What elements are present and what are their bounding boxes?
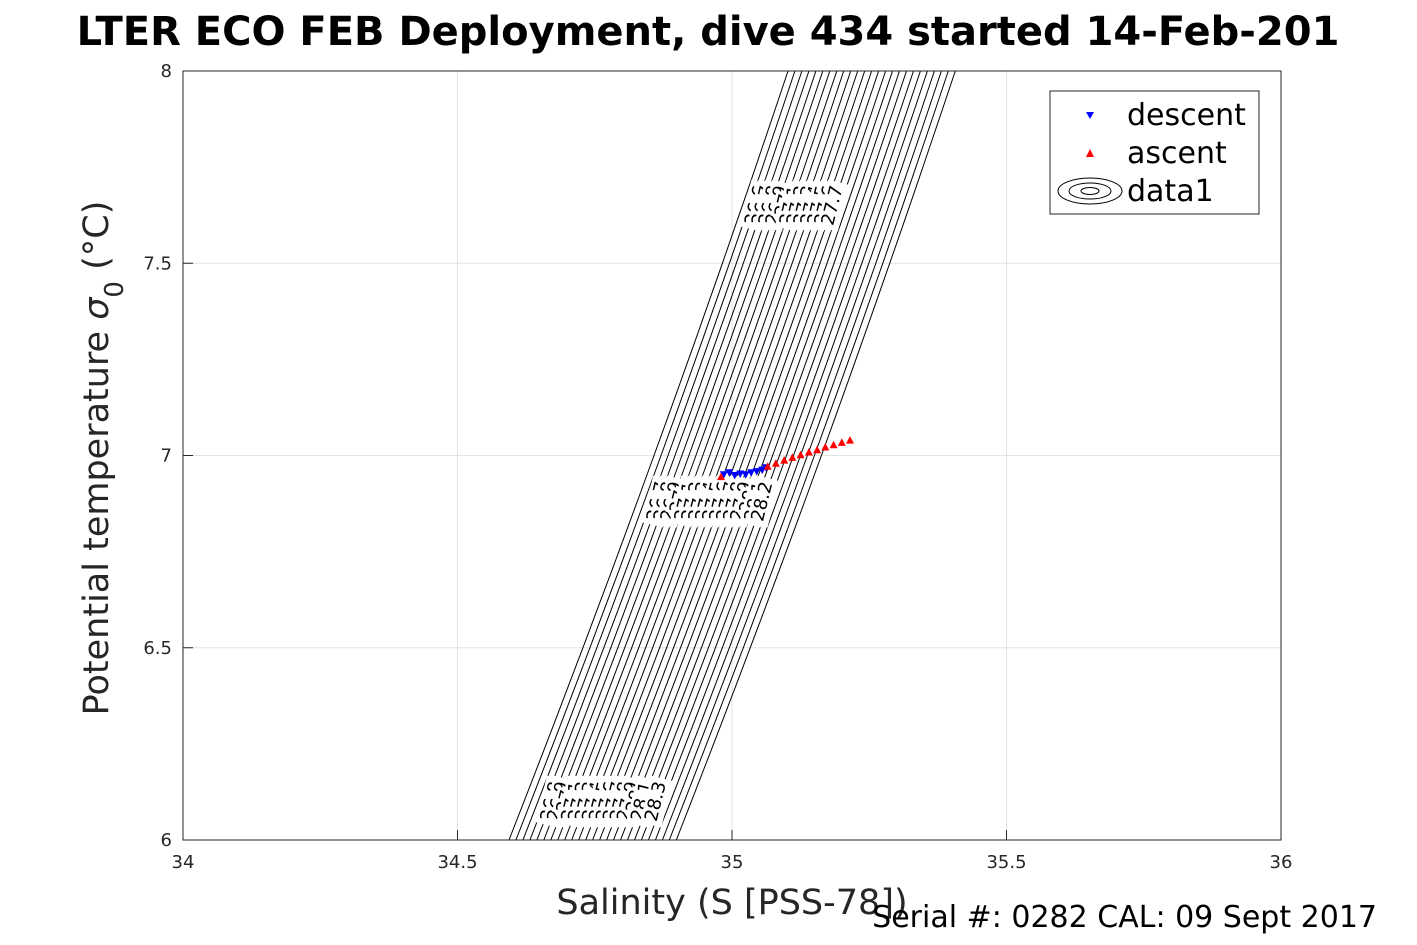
legend-ascent-marker (1086, 149, 1094, 157)
x-tick-label: 35 (721, 852, 744, 873)
y-tick-label: 7 (161, 446, 172, 467)
legend-data1-label: data1 (1127, 174, 1214, 209)
contour-label-bg (639, 775, 673, 828)
x-tick-label: 36 (1270, 852, 1293, 873)
descent-point (730, 472, 739, 480)
isopycnal-line (675, 71, 956, 840)
descent-point (741, 471, 750, 479)
legend-ascent-label: ascent (1127, 136, 1227, 171)
descent-point (752, 468, 761, 476)
axis-ticks: 34 34.5 35 35.5 36 6 6.5 7 7.5 8 (143, 61, 1292, 873)
ascent-point (771, 459, 780, 467)
isopycnal-line (668, 71, 949, 840)
legend: descent ascent data1 (1049, 90, 1260, 215)
y-tick-label: 6.5 (143, 638, 172, 659)
descent-point (725, 469, 734, 477)
ascent-point (829, 440, 838, 449)
legend-contour-icon (1057, 177, 1123, 205)
y-tick-label: 6 (161, 830, 172, 851)
isopycnal-line (543, 71, 824, 840)
ascent-point (796, 450, 805, 459)
contour-label-bg (816, 179, 850, 232)
x-tick-label: 35.5 (986, 852, 1026, 873)
isopycnal-line (606, 71, 887, 840)
descent-point (736, 470, 745, 478)
ascent-point (837, 438, 846, 446)
ascent-point (821, 443, 830, 451)
isopycnal-line (557, 71, 838, 840)
ascent-point (813, 445, 822, 454)
isopycnal-line (626, 71, 908, 840)
y-axis-label: Potential temperature σ0 (°C) (77, 201, 130, 716)
x-axis-label: Salinity (S [PSS-78]) (556, 883, 907, 923)
isopycnal-line (619, 71, 901, 840)
isopycnal-line (599, 71, 880, 840)
isopycnal-line (550, 71, 831, 840)
ascent-point (788, 453, 797, 461)
descent-point (758, 466, 767, 475)
isopycnal-line (592, 71, 873, 840)
legend-descent-marker (1086, 112, 1094, 119)
isopycnal-line (633, 71, 915, 840)
data-series (717, 436, 854, 481)
isopycnal-line (536, 71, 817, 840)
ascent-point (804, 448, 813, 456)
isopycnal-line (585, 71, 866, 840)
ascent-point (717, 472, 725, 481)
isopycnal-line (529, 71, 810, 840)
y-tick-label: 7.5 (143, 253, 172, 274)
isopycnal-line (508, 71, 789, 840)
isopycnal-line (578, 71, 859, 840)
isopycnal-line (564, 71, 845, 840)
contour-label-bg (746, 475, 780, 528)
x-tick-label: 34.5 (437, 852, 477, 873)
isopycnal-line (571, 71, 852, 840)
y-tick-label: 8 (161, 61, 172, 82)
isopycnal-line (640, 71, 921, 840)
x-tick-label: 34 (172, 852, 195, 873)
descent-point (719, 471, 728, 479)
density-contours (508, 71, 956, 840)
isopycnal-line (522, 71, 803, 840)
ascent-point (763, 462, 772, 470)
descent-point (747, 469, 756, 477)
legend-descent-label: descent (1127, 98, 1246, 133)
ascent-point (780, 456, 789, 464)
contour-labels: 26.826.92727.127.227.327.427.527.627.727… (535, 179, 850, 828)
isopycnal-line (612, 71, 894, 840)
serial-cal-footer: Serial #: 0282 CAL: 09 Sept 2017 (872, 900, 1377, 935)
isopycnal-line (515, 71, 796, 840)
chart-title: LTER ECO FEB Deployment, dive 434 starte… (76, 9, 1340, 55)
ascent-point (846, 436, 854, 444)
